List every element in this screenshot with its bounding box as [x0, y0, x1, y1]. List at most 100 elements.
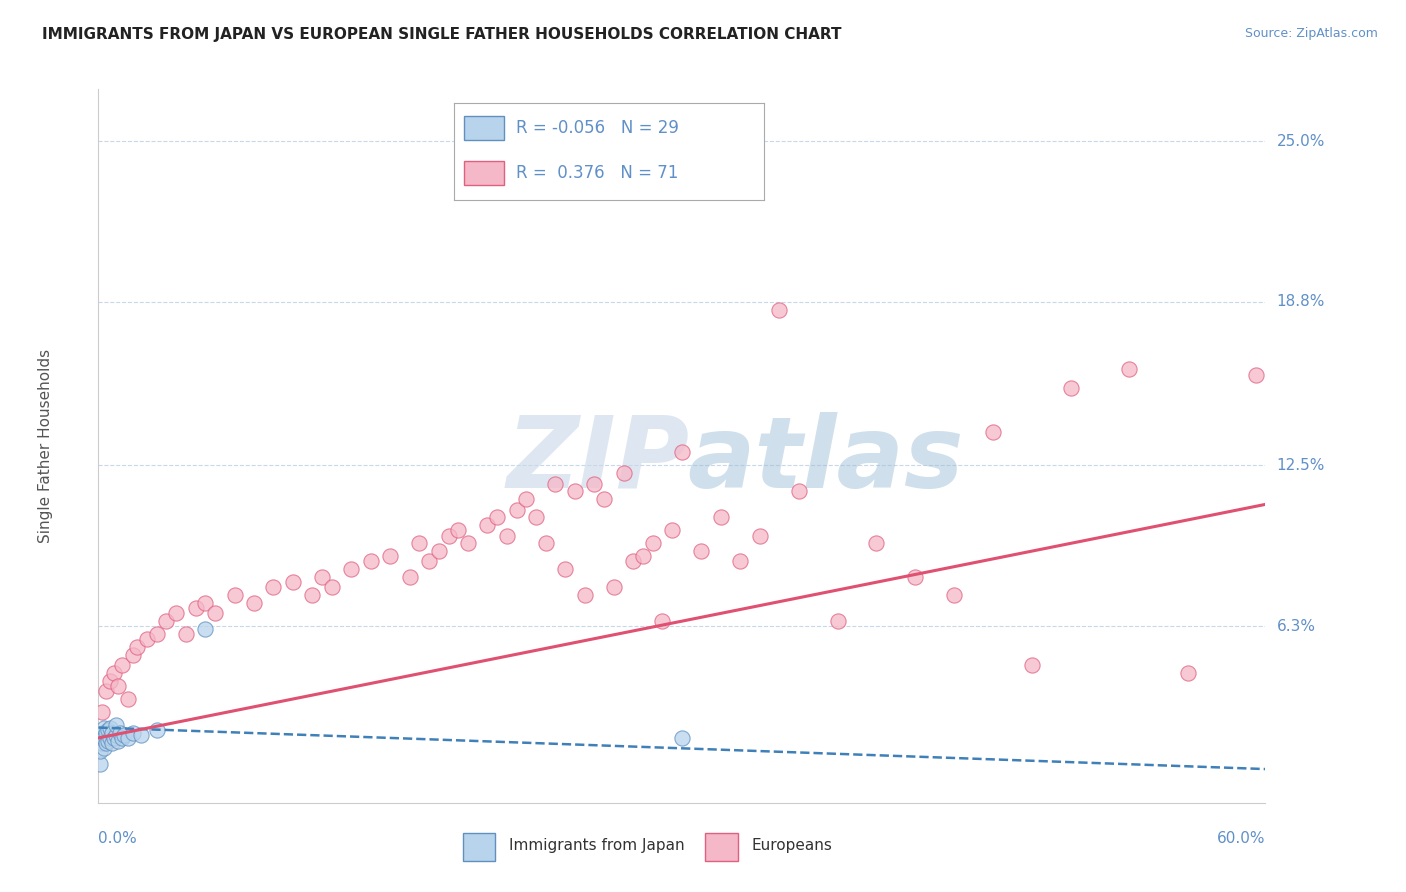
Text: 12.5%: 12.5%	[1277, 458, 1324, 473]
Point	[98, 673, 121, 688]
Point	[690, 544, 713, 558]
Text: ZIP: ZIP	[508, 412, 690, 508]
Point	[408, 536, 430, 550]
Point	[112, 728, 135, 742]
Point	[427, 544, 450, 558]
Point	[311, 570, 333, 584]
Point	[477, 518, 499, 533]
Point	[380, 549, 402, 564]
Point	[1244, 368, 1267, 382]
Text: 25.0%: 25.0%	[1277, 134, 1324, 149]
Point	[1118, 362, 1140, 376]
Point	[447, 524, 470, 538]
Point	[194, 622, 217, 636]
Point	[96, 725, 118, 739]
Point	[768, 302, 790, 317]
Point	[865, 536, 887, 550]
Point	[671, 731, 693, 745]
Point	[117, 692, 139, 706]
Point	[1177, 666, 1199, 681]
Point	[117, 731, 139, 745]
Point	[262, 581, 284, 595]
Point	[243, 596, 266, 610]
Point	[583, 476, 606, 491]
Point	[505, 502, 527, 516]
Point	[360, 554, 382, 568]
Point	[146, 627, 169, 641]
Text: Single Father Households: Single Father Households	[38, 349, 53, 543]
Point	[101, 725, 124, 739]
Point	[671, 445, 693, 459]
Point	[398, 570, 420, 584]
Point	[93, 741, 115, 756]
Point	[108, 725, 131, 739]
Point	[641, 536, 664, 550]
Text: 18.8%: 18.8%	[1277, 294, 1324, 310]
Point	[129, 728, 152, 742]
Point	[748, 528, 770, 542]
Point	[122, 725, 145, 739]
Point	[827, 614, 849, 628]
Point	[457, 536, 479, 550]
Point	[321, 581, 343, 595]
Point	[281, 575, 304, 590]
Point	[730, 554, 752, 568]
Text: 6.3%: 6.3%	[1277, 619, 1316, 634]
Point	[93, 731, 115, 745]
Point	[111, 731, 134, 745]
Point	[103, 666, 125, 681]
Point	[98, 721, 121, 735]
Point	[574, 588, 596, 602]
Point	[165, 607, 187, 621]
Point	[631, 549, 654, 564]
Point	[96, 736, 118, 750]
Point	[1021, 658, 1043, 673]
Point	[146, 723, 169, 738]
Point	[787, 484, 810, 499]
Point	[224, 588, 246, 602]
Point	[194, 596, 217, 610]
Point	[301, 588, 323, 602]
Point	[564, 484, 586, 499]
Point	[651, 614, 673, 628]
Point	[155, 614, 177, 628]
Point	[91, 731, 114, 745]
Point	[111, 658, 134, 673]
Point	[127, 640, 149, 654]
Text: 60.0%: 60.0%	[1218, 830, 1265, 846]
Point	[710, 510, 733, 524]
Point	[97, 733, 120, 747]
Point	[98, 731, 121, 745]
Point	[107, 733, 129, 747]
Point	[943, 588, 966, 602]
Point	[91, 705, 114, 719]
Point	[593, 492, 616, 507]
Point	[91, 736, 114, 750]
Point	[1060, 381, 1083, 395]
Point	[93, 721, 115, 735]
Point	[534, 536, 557, 550]
Point	[603, 581, 626, 595]
Text: Source: ZipAtlas.com: Source: ZipAtlas.com	[1244, 27, 1378, 40]
Point	[437, 528, 460, 542]
Point	[122, 648, 145, 662]
Point	[89, 744, 111, 758]
Point	[104, 728, 127, 742]
Point	[515, 492, 537, 507]
Point	[107, 679, 129, 693]
Point	[418, 554, 440, 568]
Point	[101, 736, 124, 750]
Point	[613, 467, 636, 481]
Point	[184, 601, 207, 615]
Point	[981, 425, 1004, 439]
Text: IMMIGRANTS FROM JAPAN VS EUROPEAN SINGLE FATHER HOUSEHOLDS CORRELATION CHART: IMMIGRANTS FROM JAPAN VS EUROPEAN SINGLE…	[42, 27, 842, 42]
Text: atlas: atlas	[688, 412, 965, 508]
Point	[136, 632, 159, 647]
Point	[496, 528, 519, 542]
Point	[554, 562, 576, 576]
Point	[340, 562, 363, 576]
Point	[97, 723, 120, 738]
Point	[174, 627, 197, 641]
Point	[621, 554, 644, 568]
Point	[661, 524, 683, 538]
